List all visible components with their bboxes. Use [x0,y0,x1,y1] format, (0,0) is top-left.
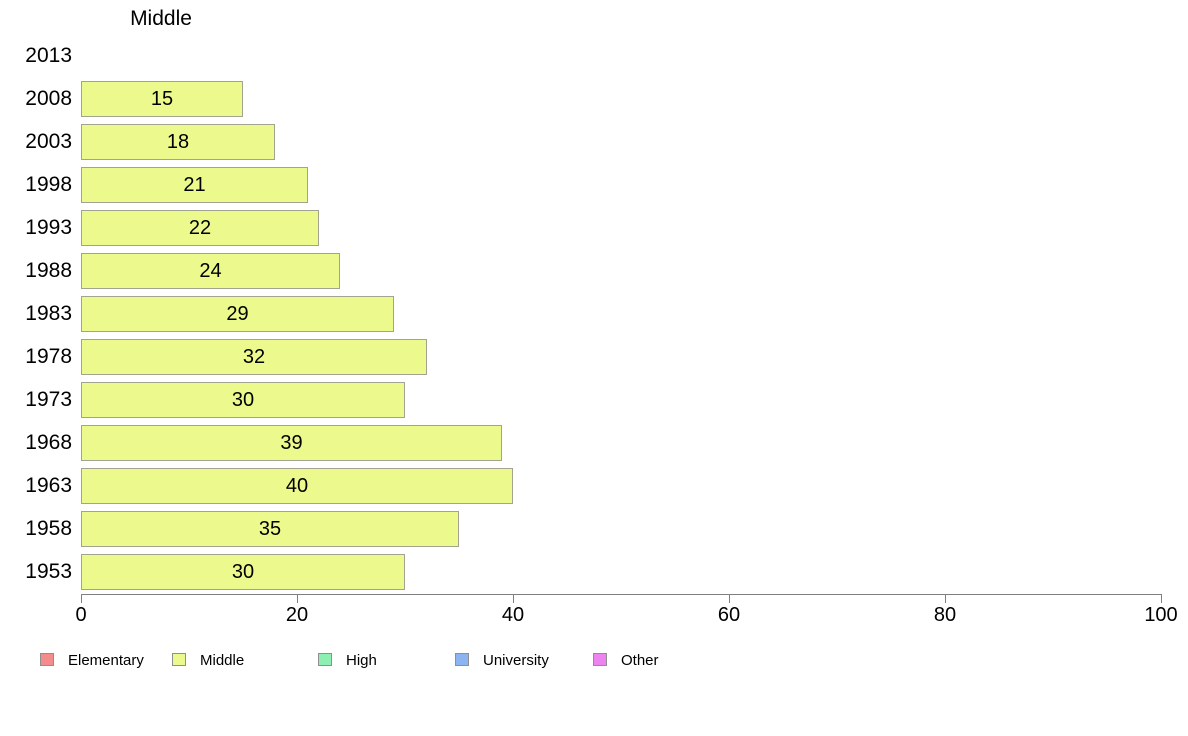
bar: 30 [81,382,405,418]
bar: 29 [81,296,394,332]
y-axis-label: 1963 [25,474,72,497]
bar-value-label: 39 [280,432,303,454]
bar-value-label: 18 [166,131,190,153]
y-axis-label: 1978 [25,345,72,368]
x-axis-tick-label: 60 [717,604,741,626]
bar: 24 [81,253,340,289]
legend-swatch-elementary [40,653,54,666]
bar-value-label: 30 [231,561,255,583]
legend-label-university: University [483,652,549,669]
x-axis-tick [297,594,298,603]
x-axis-tick [945,594,946,603]
legend-label-high: High [346,652,377,669]
bar-value-label: 29 [226,303,249,325]
legend-label-middle: Middle [200,652,245,669]
legend-swatch-university [455,653,469,666]
legend-swatch-high [318,653,332,666]
y-axis-label: 1973 [25,388,72,411]
y-axis-label: 1983 [25,302,72,325]
legend-label-other: Other [621,652,659,669]
bar: 35 [81,511,459,547]
y-axis-label: 2013 [25,44,72,67]
x-axis-tick [81,594,82,603]
bar: 22 [81,210,319,246]
bar: 15 [81,81,243,117]
bar: 21 [81,167,308,203]
x-axis-tick-label: 0 [75,604,87,626]
legend-swatch-middle [172,653,186,666]
y-axis-label: 1998 [25,173,72,196]
bar-value-label: 35 [258,518,282,540]
legend-swatch-other [593,653,607,666]
y-axis-label: 2008 [25,87,72,110]
x-axis-tick [729,594,730,603]
bar: 30 [81,554,405,590]
bar: 18 [81,124,275,160]
bar-value-label: 24 [199,260,222,282]
y-axis-label: 1988 [25,259,72,282]
y-axis-label: 1968 [25,431,72,454]
bar: 32 [81,339,427,375]
bar: 39 [81,425,502,461]
y-axis-label: 1953 [25,560,72,583]
x-axis-tick-label: 100 [1144,604,1178,626]
bar-value-label: 32 [242,346,266,368]
bar-value-label: 21 [183,174,206,196]
x-axis-tick-label: 20 [285,604,309,626]
y-axis-label: 1993 [25,216,72,239]
y-axis-label: 2003 [25,130,72,153]
bar-value-label: 22 [188,217,212,239]
bar-value-label: 40 [285,475,309,497]
chart-title: Middle [130,7,192,30]
bar-value-label: 30 [231,389,255,411]
bar: 40 [81,468,513,504]
bar-value-label: 15 [150,88,174,110]
x-axis-tick [513,594,514,603]
x-axis-tick [1161,594,1162,603]
y-axis-label: 1958 [25,517,72,540]
x-axis-tick-label: 40 [501,604,525,626]
legend-label-elementary: Elementary [68,652,144,669]
x-axis-tick-label: 80 [933,604,957,626]
x-axis-line [81,594,1161,595]
